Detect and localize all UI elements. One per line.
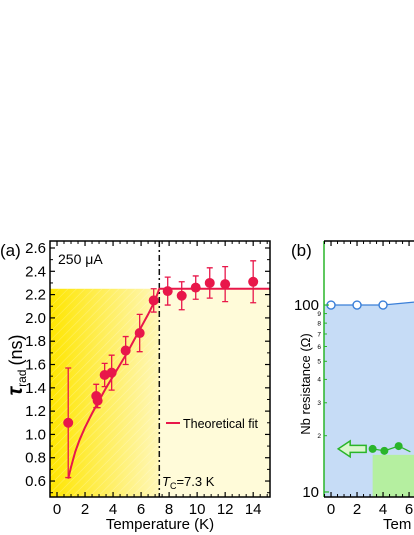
x-tick-label: 0 xyxy=(327,501,335,518)
tc-value: =7.3 K xyxy=(176,474,214,489)
y-minor-tick-label: 3 xyxy=(317,400,321,407)
data-point xyxy=(120,345,131,356)
x-tick-label: 4 xyxy=(109,501,117,518)
tc-symbol: T xyxy=(162,474,171,489)
y-axis-symbol: τ xyxy=(4,385,27,395)
y-tick-label: 1.4 xyxy=(25,380,46,397)
green-region-shading xyxy=(372,454,414,497)
y-tick-label: 0.6 xyxy=(25,473,46,490)
current-annotation: 250 μA xyxy=(58,251,103,267)
y-tick-label: 1.6 xyxy=(25,357,46,374)
y-tick-label: 0.8 xyxy=(25,450,46,467)
x-tick-label: 12 xyxy=(217,501,234,518)
open-circle-point xyxy=(378,300,388,310)
panel-b-y-axis-label: Nb resistance (Ω) xyxy=(298,333,313,434)
y-minor-tick-label: 2 xyxy=(317,433,321,440)
data-point xyxy=(176,290,187,301)
data-point xyxy=(220,279,231,290)
y-tick-label: 2.6 xyxy=(25,240,46,257)
panel-a-plot: 0 2 4 6 8 10 12 14 0.6 0.8 1.0 1.2 1.4 1.6 1.8 2.0 2.2 2.… xyxy=(25,240,271,518)
y-minor-tick-label: 8 xyxy=(317,320,321,327)
y-tick-label: 2.0 xyxy=(25,310,46,327)
panel-b-x-axis-label: Tem xyxy=(383,516,411,533)
x-tick-label: 2 xyxy=(81,501,89,518)
data-point xyxy=(190,282,201,293)
panel-a-label: (a) xyxy=(0,241,21,260)
y-major-tick-label: 100 xyxy=(294,297,319,314)
y-minor-tick-label: 6 xyxy=(317,344,321,351)
y-tick-label: 2.2 xyxy=(25,287,46,304)
y-major-tick-label: 10 xyxy=(302,484,319,501)
tc-annotation: TC=7.3 K xyxy=(162,474,215,491)
data-point xyxy=(106,367,117,378)
data-point xyxy=(148,295,159,306)
y-tick-label: 1.2 xyxy=(25,403,46,420)
panel-b-plot: 0 2 4 6 10 100 2 3 4 5 6 7 8 9 xyxy=(294,240,414,518)
panel-a-y-axis-label: τrad (ns) xyxy=(4,335,29,396)
green-series-line xyxy=(372,445,411,453)
y-tick-label: 1.8 xyxy=(25,333,46,350)
y-axis-subscript: rad xyxy=(15,370,29,387)
y-minor-tick-label: 9 xyxy=(317,311,321,318)
left-arrow-icon xyxy=(336,439,367,459)
x-tick-label: 8 xyxy=(165,501,173,518)
filled-circle-point xyxy=(394,442,403,451)
y-axis-unit: (ns) xyxy=(6,335,26,366)
filled-circle-point xyxy=(368,444,377,453)
y-tick-label: 1.0 xyxy=(25,426,46,443)
x-tick-label: 0 xyxy=(53,501,61,518)
y-tick-label: 2.4 xyxy=(25,263,46,280)
x-tick-label: 6 xyxy=(405,501,413,518)
x-tick-label: 2 xyxy=(353,501,361,518)
normal-state-resistance-line xyxy=(331,301,414,306)
data-point xyxy=(92,395,103,406)
x-tick-label: 10 xyxy=(189,501,206,518)
y-minor-tick-label: 7 xyxy=(317,331,321,338)
data-point xyxy=(63,417,74,428)
data-point xyxy=(134,328,145,339)
x-tick-label: 14 xyxy=(245,501,262,518)
data-point xyxy=(204,277,215,288)
superconducting-region-hatch xyxy=(50,288,160,497)
panel-b-label: (b) xyxy=(291,241,312,260)
plot-frame xyxy=(49,240,271,498)
data-point xyxy=(248,276,259,287)
legend-fit-label: Theoretical fit xyxy=(183,417,259,431)
data-point xyxy=(162,286,173,297)
tc-subscript: C xyxy=(170,481,177,491)
open-circle-point xyxy=(352,300,362,310)
x-tick-label: 6 xyxy=(137,501,145,518)
filled-circle-point xyxy=(380,446,389,455)
y-minor-tick-label: 4 xyxy=(317,377,321,384)
normal-region-shading xyxy=(159,288,270,497)
x-tick-label: 4 xyxy=(379,501,387,518)
panel-a-x-axis-label: Temperature (K) xyxy=(106,516,214,533)
y-minor-tick-label: 5 xyxy=(317,359,321,366)
